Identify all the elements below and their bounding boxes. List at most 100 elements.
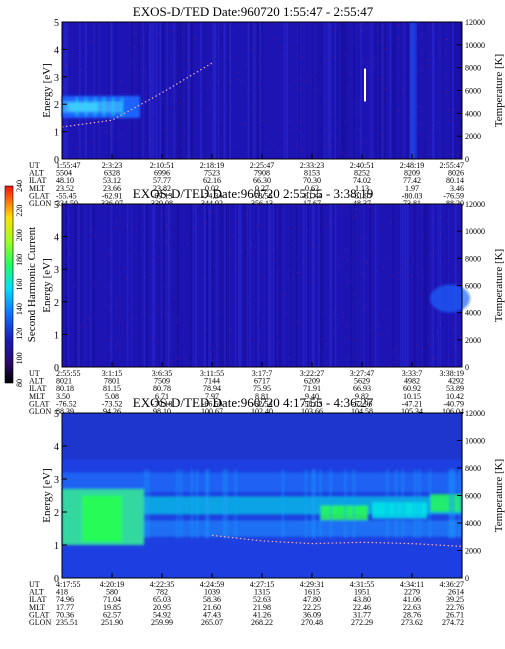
temperature-trace (61, 62, 213, 128)
orbit-value: 3:38:19 (440, 369, 464, 378)
orbit-value: 2:18:19 (200, 161, 224, 170)
orbit-value: 3:1:15 (102, 369, 122, 378)
orbit-value: 31.77 (353, 610, 371, 619)
orbit-value: 7.97 (205, 392, 219, 401)
temperature-tick-label: 12000 (465, 200, 485, 209)
energy-axis-label: Energy [eV] (41, 258, 53, 312)
spectrogram-noise (62, 22, 462, 160)
orbit-value: 4:29:31 (300, 580, 324, 589)
orbit-value: 2:10:51 (150, 161, 174, 170)
panel-2: EXOS-D/TED Date:960720 2:55:55 - 3:38:19… (29, 186, 505, 416)
orbit-value: 5.08 (105, 392, 119, 401)
colorbar-gradient (4, 185, 14, 384)
orbit-row-label: MLT (29, 392, 45, 401)
orbit-value: 8252 (354, 169, 370, 178)
orbit-value: 21.98 (253, 603, 271, 612)
orbit-value: -58.03 (302, 399, 323, 408)
colorbar-tick-label: 200 (15, 229, 24, 241)
orbit-value: 8021 (56, 377, 72, 386)
orbit-value: 80.78 (153, 384, 171, 393)
orbit-value: 53.12 (103, 176, 121, 185)
orbit-value: -47.21 (402, 399, 423, 408)
colorbar-tick-label: 80 (15, 379, 24, 387)
orbit-value: 70.36 (56, 610, 74, 619)
orbit-value: 105.34 (401, 407, 423, 416)
orbit-row-label: ALT (29, 588, 44, 597)
temperature-tick-label: 2000 (465, 547, 481, 556)
colorbar-tick-label: 240 (15, 180, 24, 192)
orbit-value: 100.67 (201, 407, 223, 416)
orbit-value: 6328 (104, 169, 120, 178)
orbit-row-label: ILAT (29, 595, 46, 604)
orbit-row-label: GLON (29, 199, 51, 208)
energy-tick-label: 2 (54, 100, 59, 111)
energy-tick-label: 5 (54, 409, 59, 420)
orbit-value: -76.52 (56, 399, 77, 408)
colorbar-tick-label: 160 (15, 279, 24, 291)
orbit-value: 235.51 (56, 618, 78, 627)
orbit-value: 4:36:27 (440, 580, 464, 589)
temperature-axis-label: Temperature [K] (493, 249, 505, 322)
orbit-value: 265.07 (201, 618, 223, 627)
orbit-value: 1039 (204, 588, 220, 597)
temperature-tick-label: 0 (465, 363, 469, 372)
energy-tick-label: 1 (54, 128, 59, 139)
orbit-value: 2:40:51 (350, 161, 374, 170)
orbit-table: UT 2:55:55 3:1:15 3:6:35 3:11:55 3:17:7 3:22:2… (29, 369, 464, 416)
orbit-value: 8026 (448, 169, 464, 178)
orbit-value: 0.27 (255, 184, 269, 193)
orbit-value: -74.34 (202, 191, 223, 200)
orbit-value: 3:27:47 (350, 369, 374, 378)
orbit-value: 88.39 (56, 407, 74, 416)
orbit-value: 106.04 (442, 407, 464, 416)
orbit-value: 94.26 (103, 407, 121, 416)
orbit-value: -40.79 (443, 399, 464, 408)
orbit-value: 2:48:19 (400, 161, 424, 170)
energy-tick-label: 5 (54, 200, 59, 211)
orbit-value: 74.02 (353, 176, 371, 185)
temperature-tick-label: 4000 (465, 309, 481, 318)
orbit-value: -69.13 (152, 191, 173, 200)
orbit-row-label: UT (29, 580, 40, 589)
orbit-value: 4:22:35 (150, 580, 174, 589)
orbit-value: 2:33:23 (300, 161, 324, 170)
orbit-value: 272.29 (351, 618, 373, 627)
orbit-value: 22.63 (403, 603, 421, 612)
orbit-value: 3:6:35 (152, 369, 172, 378)
orbit-value: -78.56 (252, 191, 273, 200)
orbit-value: 22.76 (446, 603, 464, 612)
orbit-value: 4:34:11 (400, 580, 424, 589)
orbit-value: 80.18 (56, 384, 74, 393)
orbit-value: 23.52 (56, 184, 74, 193)
temperature-tick-label: 10000 (465, 227, 485, 236)
orbit-value: 41.06 (403, 595, 421, 604)
orbit-value: 3:33:7 (402, 369, 422, 378)
orbit-value: 47.43 (203, 610, 221, 619)
orbit-value: 4:24:59 (200, 580, 224, 589)
orbit-value: 270.48 (301, 618, 323, 627)
colorbar-tick-label: 220 (15, 205, 24, 217)
panel-title: EXOS-D/TED Date:960720 2:55:55 - 3:38:19 (133, 186, 373, 201)
orbit-value: 4:27:15 (250, 580, 274, 589)
orbit-value: -76.59 (443, 191, 464, 200)
orbit-value: 8153 (304, 169, 320, 178)
orbit-value: 26.71 (446, 610, 464, 619)
orbit-value: 78.94 (203, 384, 221, 393)
orbit-value: 75.95 (253, 384, 271, 393)
energy-tick-label: 3 (54, 265, 59, 276)
panel-title: EXOS-D/TED Date:960720 4:17:55 - 4:36:27 (133, 395, 374, 410)
orbit-value: 103.66 (301, 407, 323, 416)
plasma-patch (430, 284, 470, 313)
orbit-value: 2279 (404, 588, 420, 597)
energy-tick-label: 4 (54, 45, 59, 56)
orbit-row-label: ALT (29, 169, 44, 178)
orbit-value: 70.30 (303, 176, 321, 185)
spectrogram-noise (63, 204, 463, 368)
energy-tick-label: 2 (54, 508, 59, 519)
orbit-value: 65.03 (153, 595, 171, 604)
orbit-value: 259.99 (151, 618, 173, 627)
orbit-value: -70.18 (152, 399, 173, 408)
orbit-value: 782 (156, 588, 168, 597)
orbit-value: 4:31:55 (350, 580, 374, 589)
energy-tick-label: 1 (54, 541, 59, 552)
